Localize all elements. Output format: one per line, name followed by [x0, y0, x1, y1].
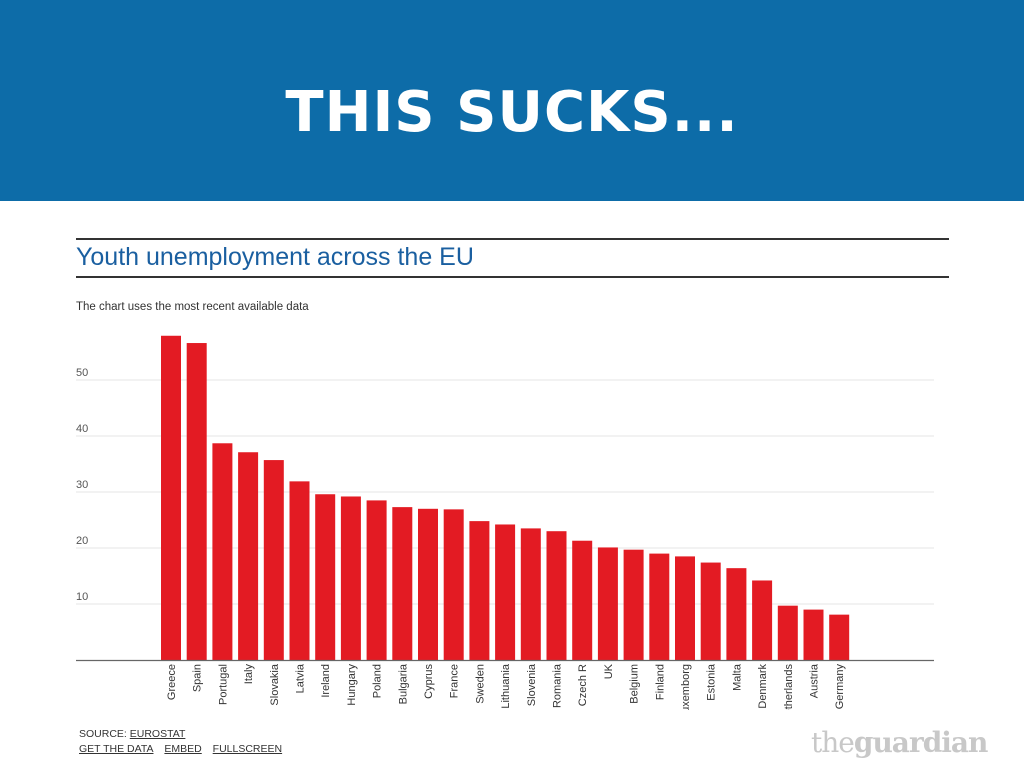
- chart-subtitle: The chart uses the most recent available…: [76, 301, 309, 313]
- bar-romania: [546, 531, 567, 660]
- x-tick-label: Czech R: [577, 664, 589, 706]
- bar-estonia: [700, 562, 721, 660]
- logo-the: the: [811, 726, 855, 759]
- x-tick-label: Luxemborg: [680, 664, 692, 710]
- bar-poland: [366, 500, 387, 660]
- x-tick-label: Slovakia: [269, 663, 281, 705]
- chart-links: GET THE DATA EMBED FULLSCREEN: [79, 743, 290, 755]
- title-banner: THIS SUCKS...: [0, 0, 1024, 201]
- x-tick-label: Slovenia: [526, 663, 538, 706]
- x-tick-label: Bulgaria: [397, 663, 409, 704]
- bar-belgium: [623, 549, 644, 660]
- source-line: SOURCE: EUROSTAT: [79, 728, 185, 740]
- x-tick-label: Cyprus: [423, 664, 435, 699]
- x-tick-label: Greece: [166, 664, 178, 700]
- bar-ireland: [315, 494, 336, 660]
- x-tick-label: Portugal: [217, 664, 229, 705]
- get-data-link[interactable]: GET THE DATA: [79, 743, 154, 755]
- y-tick-label-10: 10: [76, 591, 88, 603]
- bar-latvia: [289, 481, 310, 660]
- y-tick-label-40: 40: [76, 423, 88, 435]
- x-tick-label: Denmark: [757, 664, 769, 709]
- bar-spain: [186, 343, 207, 660]
- source-link[interactable]: EUROSTAT: [129, 728, 186, 740]
- bar-germany: [829, 614, 850, 660]
- x-tick-label: Finland: [654, 664, 666, 700]
- x-tick-label: UK: [603, 663, 615, 679]
- bar-bulgaria: [392, 507, 413, 660]
- bar-czech-r: [572, 540, 593, 660]
- title-bottom-rule: [76, 276, 949, 278]
- bar-hungary: [340, 496, 361, 660]
- bar-austria: [803, 609, 824, 660]
- bar-greece: [161, 335, 181, 660]
- x-tick-label: Malta: [731, 663, 743, 691]
- bar-france: [443, 509, 464, 660]
- embed-link[interactable]: EMBED: [164, 743, 202, 755]
- x-tick-label: Estonia: [706, 663, 718, 701]
- x-tick-label: Romania: [552, 663, 564, 708]
- x-tick-label: Austria: [809, 663, 821, 698]
- bar-chart: 10 20 30 40 50 Greece Spain Portugal Italy Slovak…: [76, 335, 934, 710]
- chart-title: Youth unemployment across the EU: [76, 243, 474, 271]
- fullscreen-link[interactable]: FULLSCREEN: [212, 743, 283, 755]
- logo-name: guardian: [853, 726, 989, 759]
- bar-uk: [597, 547, 618, 660]
- bar-denmark: [752, 580, 773, 660]
- x-tick-label: Poland: [372, 664, 384, 698]
- x-tick-label: Sweden: [474, 664, 486, 704]
- x-tick-label: Latvia: [295, 663, 307, 693]
- y-tick-label-50: 50: [76, 367, 88, 379]
- x-tick-label: Belgium: [629, 664, 641, 704]
- y-tick-label-30: 30: [76, 479, 88, 491]
- bar-malta: [726, 568, 747, 660]
- x-tick-label: Lithuania: [500, 663, 512, 709]
- bar-cyprus: [418, 508, 438, 660]
- bar-netherlands: [777, 605, 798, 660]
- bar-sweden: [469, 521, 490, 660]
- x-tick-label: Netherlands: [783, 664, 795, 710]
- bar-italy: [238, 452, 259, 660]
- x-tick-label: France: [449, 664, 461, 698]
- x-tick-label: Ireland: [320, 664, 332, 698]
- bar-portugal: [212, 443, 233, 660]
- guardian-logo: theguardian: [811, 725, 989, 761]
- bar-luxemborg: [675, 556, 695, 660]
- y-tick-label-20: 20: [76, 535, 88, 547]
- title-top-rule: [76, 238, 949, 240]
- slide-headline: THIS SUCKS...: [285, 80, 739, 145]
- x-tick-label: Spain: [192, 664, 204, 692]
- source-label: SOURCE:: [79, 728, 130, 740]
- bar-lithuania: [495, 524, 516, 660]
- bar-slovakia: [263, 460, 284, 660]
- x-tick-label: Germany: [834, 664, 846, 710]
- bar-finland: [649, 553, 670, 660]
- x-tick-label: Hungary: [346, 664, 358, 706]
- bar-slovenia: [520, 528, 541, 660]
- x-tick-label: Italy: [243, 664, 255, 685]
